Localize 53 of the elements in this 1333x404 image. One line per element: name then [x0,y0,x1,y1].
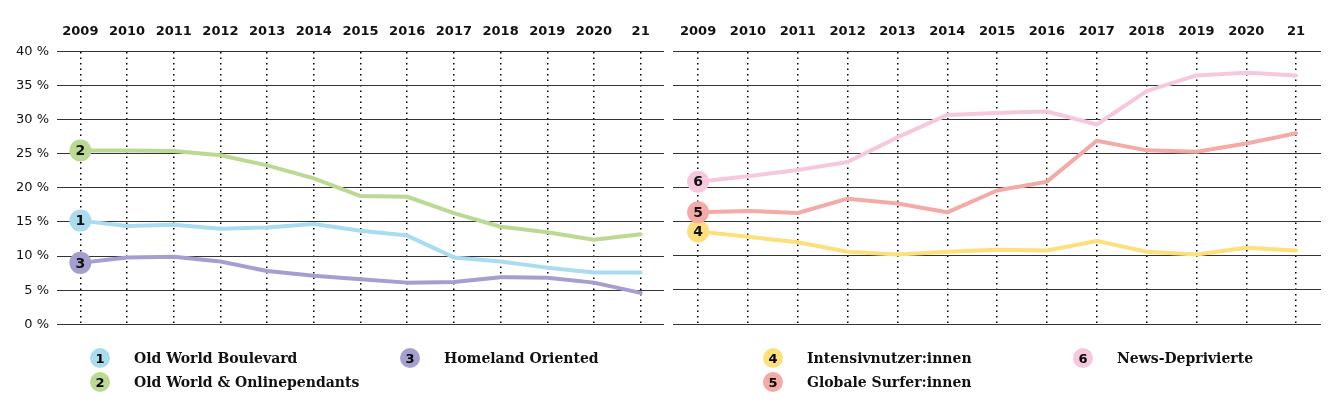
text: 2 [95,374,105,390]
annotation: 3 [75,254,86,271]
annotation: 5 [693,203,703,220]
text: 1 [95,350,105,366]
x-tick-label: 2010 [108,23,146,39]
y-tick-label: 40 % [16,42,50,58]
x-tick-label: 2019 [1178,23,1215,39]
x-tick-label: 21 [1287,23,1306,39]
text: 4 [768,350,778,366]
x-tick-label: 2016 [1028,23,1066,39]
legend-label: News-Deprivierte [1117,350,1254,366]
legend-label: Old World & Onlinependants [134,374,360,390]
x-tick-label: 2015 [978,23,1016,39]
x-tick-label: 2009 [62,23,99,39]
y-tick-label: 0 % [24,315,50,331]
legend-label: Homeland Oriented [444,350,599,366]
x-tick-label: 2012 [202,23,239,39]
x-tick-label: 2020 [575,23,613,39]
legend-label: Intensivnutzer:innen [807,350,972,366]
legend-label: Old World Boulevard [134,350,298,366]
y-tick-label: 10 % [16,247,50,263]
x-tick-label: 2013 [249,23,286,39]
x-tick-label: 2017 [1078,23,1115,39]
y-tick-label: 20 % [16,179,50,195]
y-tick-label: 30 % [16,111,50,127]
x-tick-label: 2020 [1228,23,1265,39]
annotation: 6 [693,173,703,190]
x-tick-label: 2018 [482,23,519,39]
x-tick-label: 2009 [680,23,717,39]
x-tick-label: 2012 [829,23,866,39]
x-tick-label: 2018 [1128,23,1165,39]
y-tick-label: 15 % [16,213,50,229]
x-tick-label: 2013 [879,23,916,39]
x-tick-label: 21 [631,23,650,39]
y-tick-label: 25 % [16,145,50,161]
text: 6 [1078,350,1088,366]
legend-label: Globale Surfer:innen [807,374,972,390]
annotation: 2 [75,142,86,159]
annotation: 4 [693,223,704,240]
x-tick-label: 2010 [729,23,767,39]
x-tick-label: 2011 [155,23,192,39]
x-tick-label: 2019 [529,23,566,39]
x-tick-label: 2014 [295,23,332,39]
text: 5 [768,374,778,390]
text: 3 [405,350,415,366]
x-tick-label: 2015 [342,23,379,39]
x-tick-label: 2011 [779,23,816,39]
x-tick-label: 2014 [929,23,966,39]
y-tick-label: 35 % [16,77,50,93]
x-tick-label: 2017 [435,23,472,39]
x-tick-label: 2016 [389,23,426,39]
annotation: 1 [75,212,86,229]
y-tick-label: 5 % [24,281,50,297]
